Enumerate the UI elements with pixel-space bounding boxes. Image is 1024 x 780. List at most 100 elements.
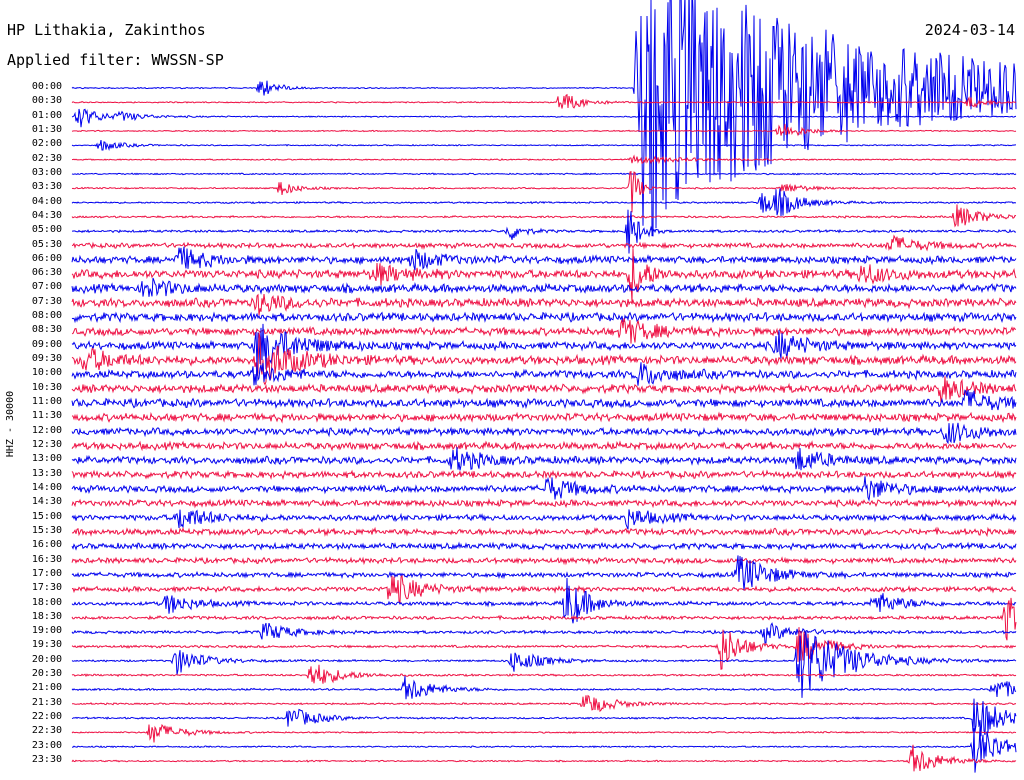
trace-row-1030 bbox=[71, 376, 1017, 403]
trace-row-1300 bbox=[71, 447, 1017, 471]
trace-row-2130 bbox=[72, 694, 1017, 713]
trace-row-0500 bbox=[72, 209, 1017, 254]
trace-row-2100 bbox=[71, 676, 1017, 700]
trace-row-1700 bbox=[71, 555, 1017, 591]
trace-row-0430 bbox=[71, 204, 1017, 228]
time-label: 19:30 bbox=[31, 639, 62, 651]
time-label: 04:30 bbox=[31, 209, 62, 221]
time-label: 02:30 bbox=[31, 152, 62, 164]
trace-row-0630 bbox=[71, 248, 1017, 302]
time-label: 03:30 bbox=[31, 181, 62, 193]
trace-row-1200 bbox=[71, 422, 1017, 445]
trace-row-0900 bbox=[71, 323, 1017, 370]
time-label: 14:30 bbox=[31, 496, 62, 508]
time-label: 00:30 bbox=[31, 95, 62, 107]
time-label: 04:00 bbox=[31, 195, 62, 207]
trace-row-0800 bbox=[71, 311, 1017, 324]
time-label: 08:30 bbox=[31, 324, 62, 336]
time-label: 15:00 bbox=[31, 510, 62, 522]
trace-row-1100 bbox=[71, 389, 1017, 411]
trace-row-0200 bbox=[71, 140, 1016, 151]
time-label: 00:00 bbox=[31, 81, 62, 92]
time-label: 10:30 bbox=[31, 381, 62, 393]
trace-row-1230 bbox=[71, 440, 1017, 452]
time-label: 11:00 bbox=[31, 396, 62, 408]
time-label: 03:00 bbox=[31, 166, 62, 178]
time-label: 06:00 bbox=[31, 252, 62, 264]
time-label: 09:30 bbox=[31, 353, 62, 365]
time-label: 22:00 bbox=[31, 711, 62, 723]
trace-row-0400 bbox=[71, 188, 1017, 217]
time-label: 16:30 bbox=[31, 553, 62, 565]
time-label: 17:00 bbox=[31, 567, 62, 579]
trace-row-1800 bbox=[71, 577, 1017, 624]
trace-row-1600 bbox=[71, 541, 1017, 552]
trace-row-0300 bbox=[71, 172, 1017, 176]
filter-label: Applied filter: WWSSN-SP bbox=[7, 51, 224, 69]
time-label: 20:00 bbox=[31, 653, 62, 665]
trace-row-0830 bbox=[71, 318, 1016, 344]
trace-row-0030 bbox=[71, 93, 1017, 109]
trace-row-0730 bbox=[71, 293, 1017, 316]
time-label: 15:30 bbox=[31, 524, 62, 536]
trace-row-0530 bbox=[71, 234, 1017, 252]
trace-row-1330 bbox=[71, 469, 1017, 480]
trace-row-2000 bbox=[71, 630, 1017, 698]
trace-row-0100 bbox=[71, 108, 1017, 128]
trace-row-2030 bbox=[71, 664, 1017, 684]
time-label: 07:30 bbox=[31, 295, 62, 307]
time-label: 17:30 bbox=[31, 582, 62, 594]
time-label: 09:00 bbox=[31, 338, 62, 350]
trace-row-0230 bbox=[71, 154, 1017, 165]
time-axis-labels: 00:00 00:30 01:00 01:30 02:00 02:30 03:00 03:30… bbox=[0, 0, 70, 780]
trace-row-2330 bbox=[71, 744, 1017, 772]
time-label: 23:30 bbox=[31, 754, 62, 766]
record-date: 2024-03-14 bbox=[924, 21, 1015, 39]
time-label: 02:00 bbox=[31, 138, 62, 150]
time-label: 14:00 bbox=[31, 481, 62, 493]
trace-row-0000 bbox=[71, 0, 1017, 237]
time-label: 21:30 bbox=[31, 696, 62, 708]
time-label: 22:30 bbox=[31, 725, 62, 737]
trace-row-1900 bbox=[71, 622, 1017, 644]
trace-row-1130 bbox=[71, 411, 1017, 424]
trace-row-1530 bbox=[71, 526, 1017, 538]
trace-row-0600 bbox=[71, 246, 1017, 271]
trace-row-0700 bbox=[71, 277, 1017, 297]
trace-row-2230 bbox=[71, 723, 1017, 743]
trace-row-0330 bbox=[71, 171, 1017, 213]
trace-row-1400 bbox=[71, 476, 1017, 502]
trace-row-1430 bbox=[71, 498, 1017, 509]
time-label: 05:00 bbox=[31, 224, 62, 236]
time-label: 01:00 bbox=[31, 109, 62, 121]
trace-row-1000 bbox=[71, 362, 1017, 386]
trace-row-1730 bbox=[71, 574, 1017, 604]
station-title: HP Lithakia, Zakinthos bbox=[7, 21, 206, 39]
time-label: 08:00 bbox=[31, 310, 62, 322]
time-label: 18:30 bbox=[31, 610, 62, 622]
time-label: 13:00 bbox=[31, 453, 62, 465]
trace-row-1500 bbox=[71, 509, 1017, 530]
time-label: 18:00 bbox=[31, 596, 62, 608]
time-label: 23:00 bbox=[31, 739, 62, 751]
time-label: 19:00 bbox=[31, 625, 62, 637]
time-label: 12:00 bbox=[31, 424, 62, 436]
trace-row-2300 bbox=[71, 726, 1017, 773]
time-label: 12:30 bbox=[31, 439, 62, 450]
trace-row-0930 bbox=[71, 332, 1017, 386]
trace-row-1630 bbox=[71, 556, 1017, 566]
time-label: 16:00 bbox=[31, 539, 62, 551]
time-label: 10:00 bbox=[31, 367, 62, 379]
time-label: 05:30 bbox=[31, 238, 62, 250]
time-label: 07:00 bbox=[31, 281, 62, 293]
trace-row-2200 bbox=[71, 698, 1017, 737]
time-label: 06:30 bbox=[31, 267, 62, 279]
time-label: 11:30 bbox=[31, 410, 62, 422]
trace-row-1830 bbox=[71, 597, 1017, 641]
time-label: 21:00 bbox=[31, 682, 62, 694]
time-label: 13:30 bbox=[31, 467, 62, 479]
trace-row-0130 bbox=[71, 123, 1017, 137]
time-label: 01:30 bbox=[31, 123, 62, 135]
